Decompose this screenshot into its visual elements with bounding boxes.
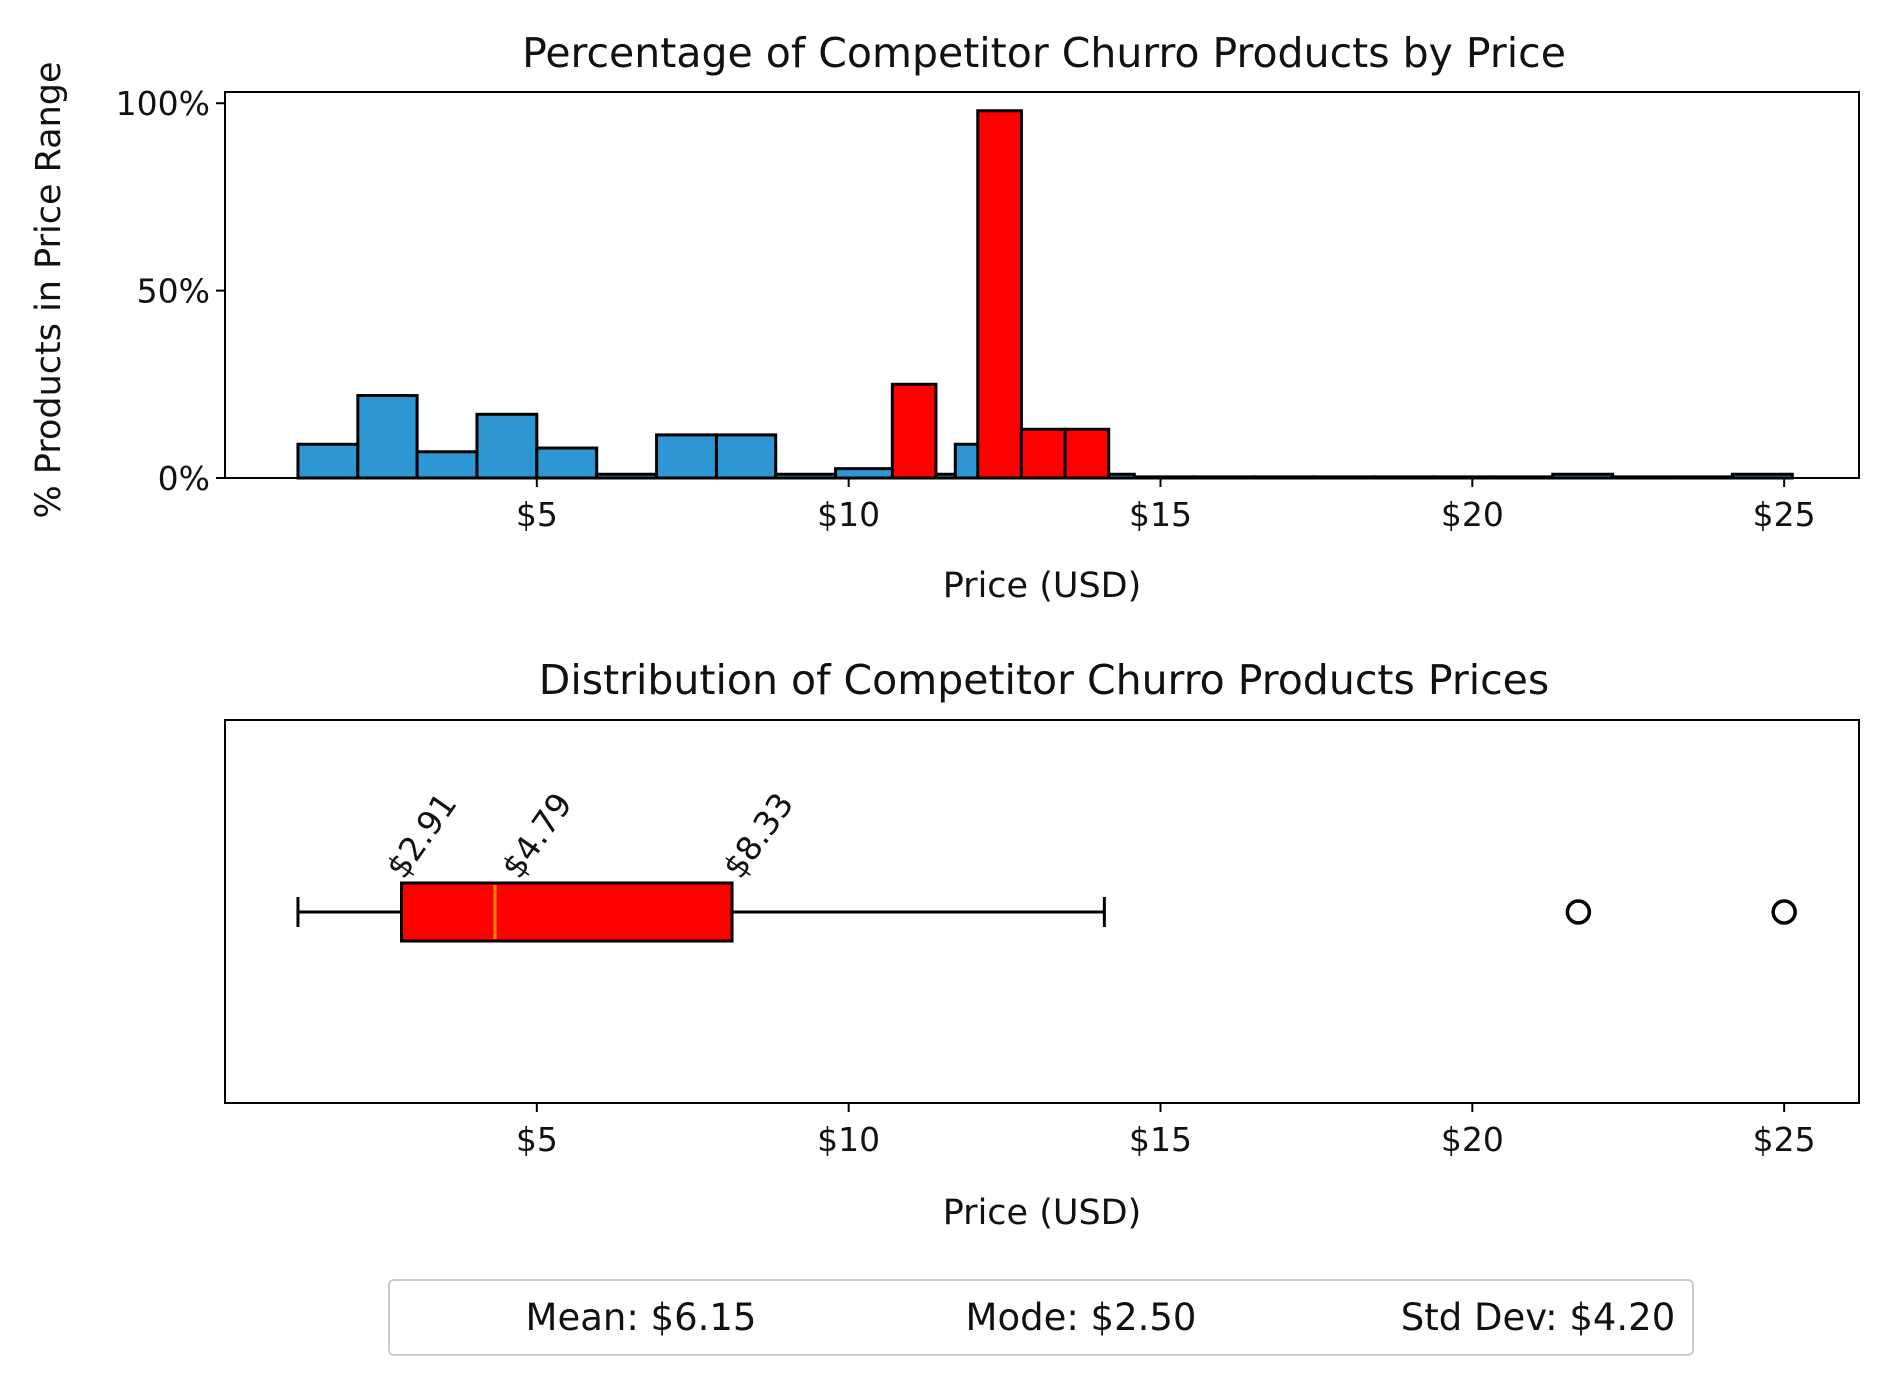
histogram-series-red [890,109,1111,480]
histogram-x-ticks: $5 $10 $15 $20 $25 [516,478,1816,534]
histogram-bar [1019,427,1067,480]
boxplot-x-tick-label: $15 [1129,1120,1192,1159]
histogram-bar [890,382,938,480]
histogram-panel: Percentage of Competitor Churro Products… [29,29,1860,606]
boxplot-annotation-label: $2.91 [378,786,464,886]
boxplot-annotation-label: $4.79 [494,786,580,886]
histogram-bar [714,433,778,480]
boxplot-marks [296,881,1797,943]
histogram-bar [834,467,897,480]
histogram-bar [976,109,1023,480]
histogram-y-ticks: 0% 50% 100% [116,84,225,498]
stats-mode: Mode: $2.50 [966,1296,1197,1339]
boxplot-x-label: Price (USD) [943,1193,1142,1233]
stats-legend-frame [388,1279,1694,1356]
boxplot-annotations: $2.91 $4.79 $8.33 [378,786,801,886]
histogram-bar [535,446,599,480]
histogram-bar [415,450,479,480]
boxplot-panel: Distribution of Competitor Churro Produc… [224,656,1860,1233]
boxplot-x-tick-label: $5 [516,1120,558,1159]
boxplot-axes-frame [224,719,1860,1104]
boxplot-x-tick-label: $25 [1753,1120,1816,1159]
histogram-bar [356,394,419,480]
boxplot-x-ticks: $5 $10 $15 $20 $25 [516,1103,1816,1159]
histogram-y-tick-label: 100% [116,84,210,123]
boxplot-box [399,881,734,943]
histogram-bar [296,442,360,480]
histogram-x-label: Price (USD) [943,566,1142,606]
histogram-x-tick-label: $5 [516,495,558,534]
histogram-bar [1063,427,1111,480]
histogram-x-tick-label: $15 [1129,495,1192,534]
histogram-x-tick-label: $10 [817,495,880,534]
histogram-y-label: % Products in Price Range [29,61,69,518]
histogram-x-tick-label: $20 [1441,495,1504,534]
histogram-bar [655,433,718,480]
stats-std-dev: Std Dev: $4.20 [1401,1296,1676,1339]
stats-legend: Mean: $6.15 Mode: $2.50 Std Dev: $4.20 [388,1279,1694,1356]
stats-mean: Mean: $6.15 [526,1296,757,1339]
boxplot-annotation-label: $8.33 [715,786,801,886]
boxplot-outlier [1771,899,1797,925]
histogram-bar [475,412,539,480]
boxplot-title: Distribution of Competitor Churro Produc… [539,656,1549,704]
boxplot-x-tick-label: $10 [817,1120,880,1159]
histogram-y-tick-label: 0% [158,459,210,498]
boxplot-x-tick-label: $20 [1441,1120,1504,1159]
boxplot-outlier [1565,899,1592,925]
histogram-x-tick-label: $25 [1753,495,1816,534]
histogram-title: Percentage of Competitor Churro Products… [522,29,1566,77]
histogram-axes-frame [224,91,1860,479]
histogram-y-tick-label: 50% [137,272,210,311]
